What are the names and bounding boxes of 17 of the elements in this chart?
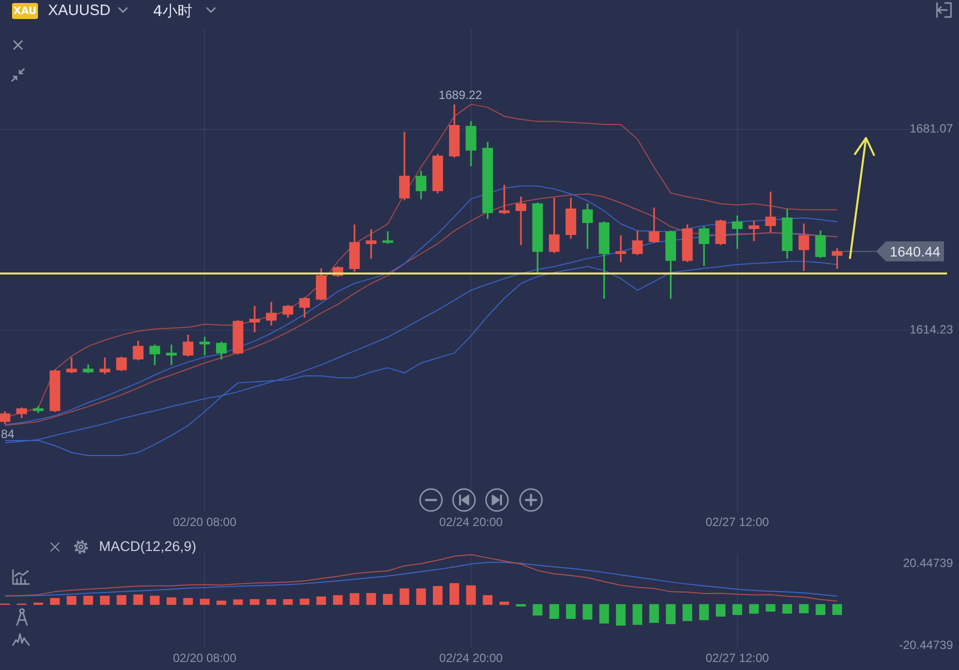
text: XAU (12, 3, 38, 19)
chart-subtitle: 4小时 (153, 2, 193, 21)
x-tick-label: 02/24 20:00 (439, 651, 504, 666)
y-tick-label: 1681.07 (910, 122, 954, 136)
x-tick-label: 02/24 20:00 (439, 515, 504, 530)
annotation: 1689.22 (438, 88, 482, 102)
chart-title: XAUUSD (48, 2, 111, 19)
x-tick-label: 02/20 08:00 (173, 515, 237, 530)
chart-title: MACD(12,26,9) (99, 538, 196, 554)
ref-line-label: 1640.44 (890, 243, 941, 260)
annotation: 84 (1, 426, 15, 441)
x-tick-label: 02/27 12:00 (706, 515, 770, 530)
y-tick-label: 20.44739 (902, 556, 954, 570)
x-tick-label: 02/27 12:00 (706, 651, 770, 666)
x-tick-label: 02/20 08:00 (173, 651, 237, 666)
y-tick-label: -20.44739 (898, 638, 954, 652)
y-tick-label: 1614.23 (910, 322, 954, 336)
